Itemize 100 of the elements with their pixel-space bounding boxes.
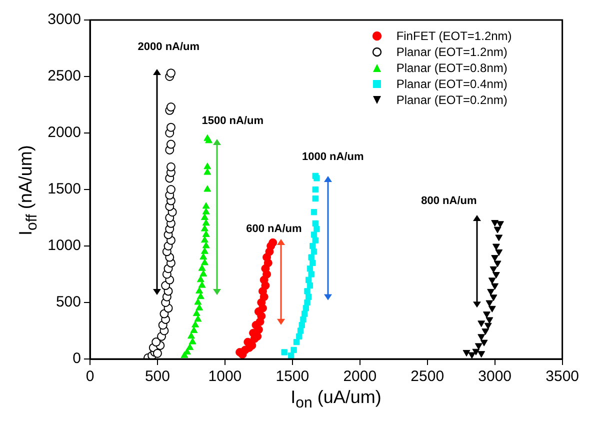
point (187, 332, 195, 339)
point (478, 334, 486, 341)
point (192, 320, 199, 328)
point (312, 237, 318, 244)
annotation: 2000 nA/um (138, 41, 200, 54)
point (310, 248, 318, 255)
point (166, 185, 176, 194)
annotation: 1000 nA/um (302, 150, 364, 163)
point (204, 185, 212, 192)
point (312, 172, 318, 180)
y-tick-label: 3000 (48, 11, 81, 28)
point (488, 306, 496, 312)
point (483, 312, 490, 318)
point (200, 224, 208, 232)
x-tick-label: 0 (86, 368, 94, 386)
legend-label: Planar (EOT=0.2nm) (396, 92, 508, 108)
point (190, 326, 198, 333)
x-tick-label: 500 (144, 368, 170, 386)
point (488, 278, 496, 284)
annotation: 1500 nA/um (202, 115, 264, 128)
point (302, 305, 309, 312)
point (310, 232, 318, 238)
point (494, 260, 502, 268)
point (492, 244, 500, 250)
point (495, 234, 503, 242)
point (194, 315, 202, 322)
point (198, 264, 206, 271)
legend-label: FinFET (EOT=1.2nm) (396, 28, 512, 44)
point (478, 351, 486, 358)
point (312, 186, 318, 193)
point (462, 350, 470, 356)
point (186, 343, 194, 350)
point (300, 316, 306, 323)
point (188, 338, 196, 344)
x-axis-title: I$_{on}$ (uA/um) (290, 387, 382, 412)
point (296, 333, 302, 340)
annotation: 800 nA/um (421, 194, 477, 207)
point (484, 322, 492, 330)
point (301, 310, 308, 317)
point (204, 168, 212, 175)
point (205, 136, 212, 144)
point (200, 214, 208, 220)
legend-label: Planar (EOT=0.8nm) (396, 60, 508, 76)
point (297, 328, 304, 334)
point (474, 343, 482, 350)
point (491, 220, 499, 227)
x-tick-label: 2000 (343, 368, 377, 386)
y-tick-label: 1000 (48, 237, 81, 254)
point (310, 260, 316, 266)
point (166, 122, 176, 132)
point (491, 255, 499, 262)
legend-label: Planar (EOT=1.2nm) (396, 44, 508, 60)
point (486, 317, 494, 324)
y-tick-label: 2000 (48, 124, 81, 142)
y-tick-label: 1500 (48, 180, 81, 198)
point (196, 292, 204, 300)
point (306, 276, 312, 283)
point (310, 242, 316, 250)
point (490, 266, 498, 273)
point (486, 300, 494, 307)
point (306, 294, 312, 300)
point (308, 254, 314, 260)
point (202, 230, 210, 237)
point (304, 288, 310, 294)
point (200, 236, 208, 243)
point (204, 162, 212, 170)
point (196, 286, 204, 294)
x-tick-label: 2500 (410, 368, 444, 386)
x-tick-label: 3000 (478, 368, 512, 386)
y-tick-label: 500 (56, 294, 81, 311)
point (166, 68, 176, 78)
point (268, 238, 278, 247)
y-tick-label: 0 (72, 350, 81, 368)
point (310, 209, 318, 216)
point (166, 140, 176, 149)
point (200, 270, 208, 276)
point (298, 322, 305, 328)
point (152, 338, 161, 347)
point (314, 226, 320, 232)
point (491, 283, 499, 290)
point (281, 349, 288, 356)
point (496, 221, 504, 228)
point (166, 102, 176, 112)
point (468, 352, 476, 359)
y-tick-label: 2500 (48, 68, 81, 85)
point (494, 226, 502, 234)
point (306, 266, 314, 272)
point (192, 310, 200, 316)
point (495, 249, 503, 256)
point (202, 208, 210, 214)
point (198, 281, 206, 288)
point (290, 346, 297, 354)
legend-label: Planar (EOT=0.4nm) (396, 76, 508, 92)
point (312, 220, 318, 226)
point (288, 352, 294, 359)
x-tick-label: 1000 (208, 368, 242, 386)
point (200, 258, 208, 266)
point (200, 247, 208, 254)
point (202, 242, 210, 248)
point (478, 320, 486, 328)
